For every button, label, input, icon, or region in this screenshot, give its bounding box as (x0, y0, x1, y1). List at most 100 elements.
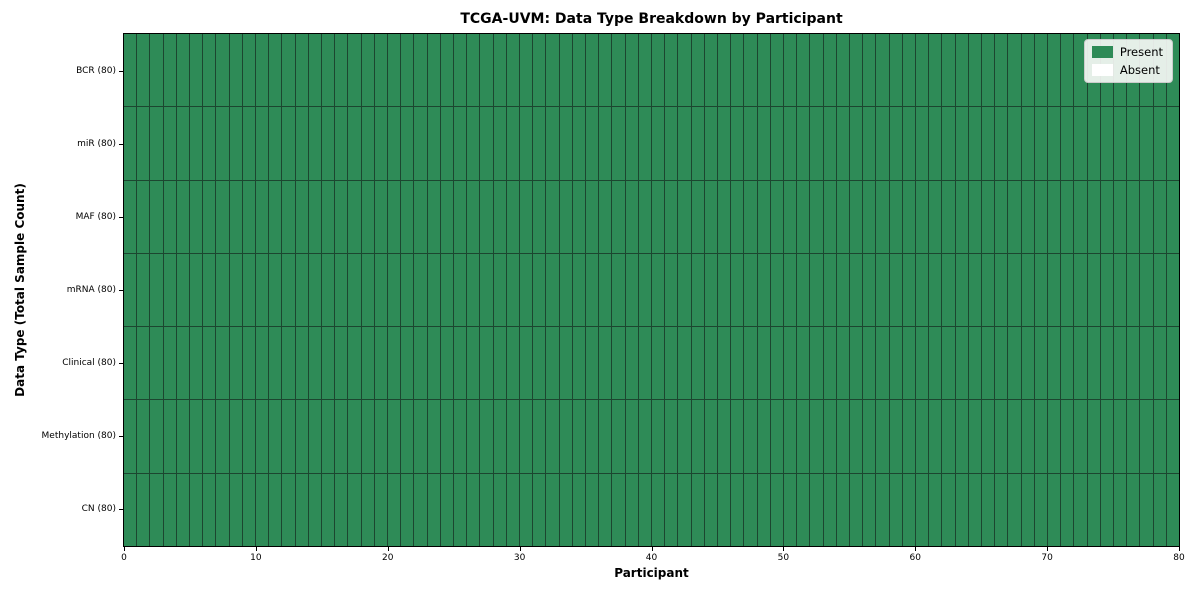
heatmap-cell (942, 400, 955, 473)
heatmap-cell (1074, 473, 1087, 546)
heatmap-cell (889, 473, 902, 546)
heatmap-cell (651, 107, 665, 180)
heatmap-cell (876, 34, 889, 107)
heatmap-cell (308, 473, 321, 546)
heatmap-cell (1061, 327, 1074, 400)
heatmap-cell (519, 400, 533, 473)
heatmap-cell (203, 180, 216, 253)
heatmap-cell (889, 34, 902, 107)
heatmap-cell (889, 180, 902, 253)
heatmap-cell (1100, 253, 1113, 327)
heatmap-cell (506, 34, 519, 107)
heatmap-cell (1021, 327, 1034, 400)
heatmap-cell (797, 107, 810, 180)
heatmap-cell (625, 253, 638, 327)
heatmap-cell (163, 473, 176, 546)
heatmap-cell (1153, 473, 1166, 546)
heatmap-cell (335, 180, 348, 253)
heatmap-cell (1100, 400, 1113, 473)
heatmap-cell (731, 327, 744, 400)
heatmap-cell (585, 473, 599, 546)
heatmap-cell (546, 107, 559, 180)
heatmap-cell (717, 327, 731, 400)
heatmap-cell (150, 34, 163, 107)
heatmap-cell (401, 473, 414, 546)
heatmap-cell (981, 34, 995, 107)
heatmap-cell (440, 180, 453, 253)
heatmap-cell (559, 34, 572, 107)
heatmap-cell (770, 327, 783, 400)
heatmap-cell (1021, 253, 1034, 327)
heatmap-cell (902, 327, 915, 400)
y-tick-label: mRNA (80) (66, 285, 116, 295)
heatmap-cell (427, 180, 440, 253)
heatmap-cell (1140, 180, 1153, 253)
heatmap-cell (836, 34, 849, 107)
heatmap-cell (955, 34, 968, 107)
heatmap-cell (282, 107, 295, 180)
heatmap-cell (863, 180, 876, 253)
heatmap-cell (849, 180, 863, 253)
heatmap-cell (137, 253, 150, 327)
heatmap-cell (1034, 180, 1047, 253)
heatmap-cell (1034, 107, 1047, 180)
heatmap-cell (203, 400, 216, 473)
heatmap-cell (942, 180, 955, 253)
y-axis-label: Data Type (Total Sample Count) (13, 183, 27, 397)
heatmap-cell (480, 180, 493, 253)
heatmap-cell (783, 107, 797, 180)
heatmap-cell (704, 400, 717, 473)
heatmap-cell (374, 107, 387, 180)
heatmap-cell (229, 180, 242, 253)
heatmap-cell (546, 34, 559, 107)
heatmap-cell (374, 34, 387, 107)
heatmap-cell (427, 107, 440, 180)
heatmap-cell (1140, 400, 1153, 473)
heatmap-cell (387, 473, 401, 546)
heatmap-cell (1008, 180, 1021, 253)
heatmap-cell (189, 327, 203, 400)
heatmap-cell (533, 180, 546, 253)
heatmap-cell (124, 400, 137, 473)
heatmap-cell (453, 253, 467, 327)
heatmap-cell (255, 473, 269, 546)
heatmap-cell (387, 253, 401, 327)
heatmap-cell (731, 253, 744, 327)
heatmap-cell (915, 327, 929, 400)
heatmap-cell (863, 34, 876, 107)
heatmap-cell (929, 327, 942, 400)
x-tick-label: 40 (645, 553, 658, 563)
heatmap-cell (242, 327, 255, 400)
heatmap-cell (638, 473, 651, 546)
heatmap-cell (216, 473, 229, 546)
heatmap-cell (493, 327, 506, 400)
heatmap-cell (374, 180, 387, 253)
heatmap-cell (744, 34, 757, 107)
heatmap-cell (665, 253, 678, 327)
heatmap-cell (810, 180, 823, 253)
heatmap-cell (361, 327, 374, 400)
heatmap-cell (1021, 400, 1034, 473)
heatmap-cell (401, 107, 414, 180)
heatmap-cell (1061, 473, 1074, 546)
heatmap-cell (189, 107, 203, 180)
heatmap-cell (876, 327, 889, 400)
heatmap-cell (757, 180, 770, 253)
heatmap-cell (1008, 107, 1021, 180)
chart-title: TCGA-UVM: Data Type Breakdown by Partici… (460, 11, 843, 27)
x-tick-label: 80 (1173, 553, 1185, 563)
heatmap-cell (797, 180, 810, 253)
heatmap-cell (744, 400, 757, 473)
heatmap-cell (981, 400, 995, 473)
heatmap-cell (572, 253, 585, 327)
heatmap-cell (1047, 253, 1061, 327)
x-tick-label: 70 (1041, 553, 1053, 563)
heatmap-cell (282, 180, 295, 253)
y-tick-label: miR (80) (77, 138, 116, 149)
heatmap-cell (1074, 34, 1087, 107)
heatmap-cell (533, 473, 546, 546)
heatmap-cell (1166, 180, 1179, 253)
heatmap-cell (374, 253, 387, 327)
heatmap-cell (467, 34, 480, 107)
heatmap-cell (717, 180, 731, 253)
